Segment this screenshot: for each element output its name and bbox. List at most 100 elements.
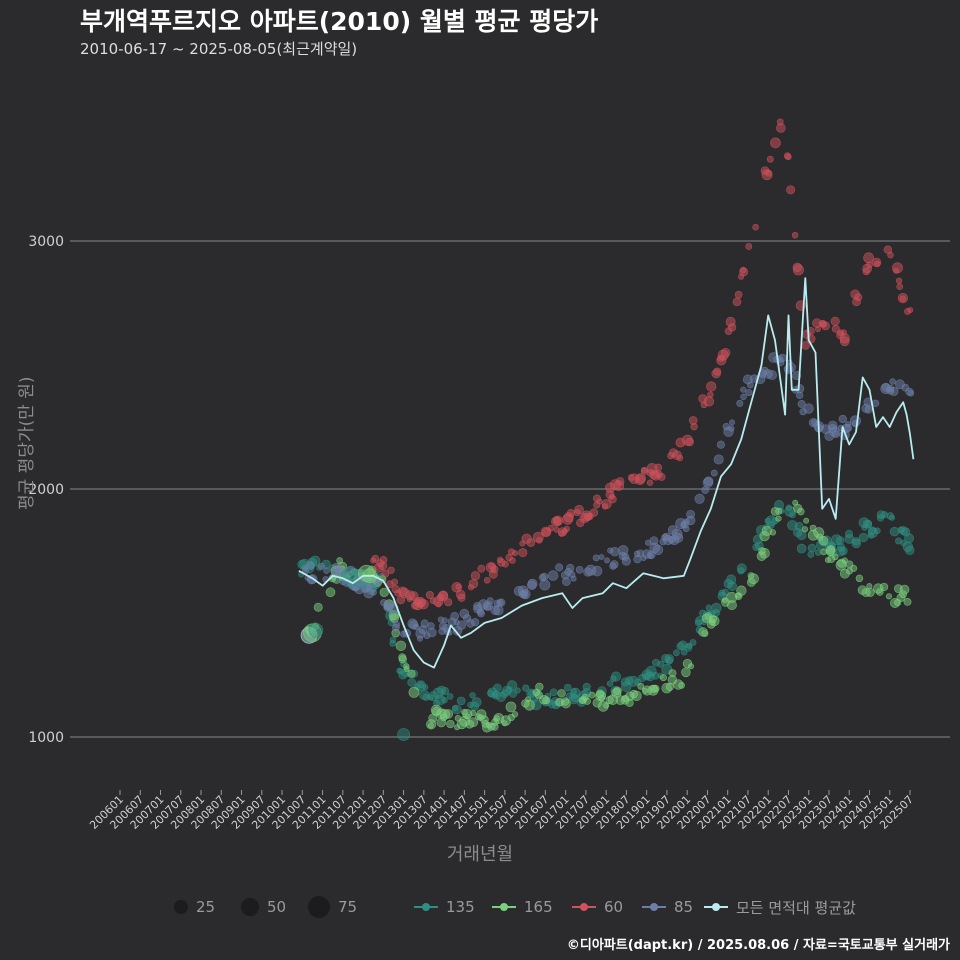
data-point-85	[393, 621, 401, 628]
data-point-85	[889, 386, 899, 396]
data-point-60	[690, 423, 698, 431]
data-point-135	[493, 683, 502, 693]
data-point-165	[443, 709, 454, 719]
grid-layer	[70, 240, 950, 738]
data-point-135	[889, 514, 896, 521]
data-point-135	[836, 543, 846, 552]
data-point-165	[613, 686, 622, 696]
data-point-85	[609, 562, 617, 570]
data-point-165	[480, 715, 489, 724]
data-point-60	[425, 590, 434, 600]
data-point-60	[438, 590, 448, 600]
legend-series-average[interactable]: 모든 면적대 평균값	[704, 894, 856, 920]
data-point-135	[440, 687, 450, 696]
data-point-85	[306, 561, 315, 570]
data-point-135	[469, 692, 476, 699]
data-point-165	[681, 667, 691, 678]
data-point-60	[601, 498, 612, 509]
data-point-60	[752, 223, 759, 231]
data-point-85	[539, 579, 551, 591]
legend-series-85[interactable]: 85	[642, 894, 693, 920]
data-point-60	[654, 470, 663, 479]
data-point-60	[821, 321, 830, 331]
data-point-85	[318, 562, 325, 570]
data-point-85	[797, 399, 806, 408]
data-point-135	[563, 683, 572, 692]
data-point-85	[889, 378, 896, 385]
data-point-cluster	[300, 626, 318, 644]
data-point-85	[745, 389, 753, 397]
source-footer: ©디아파트(dapt.kr) / 2025.08.06 / 자료=국토교통부 실…	[566, 938, 950, 953]
data-point-165	[557, 689, 566, 698]
data-point-60	[770, 137, 781, 149]
data-point-60	[381, 569, 390, 578]
data-point-135	[570, 687, 581, 699]
data-point-165	[866, 583, 873, 590]
data-point-85	[427, 622, 435, 630]
legend-series-label: 135	[446, 898, 475, 916]
data-point-60	[830, 316, 840, 326]
data-point-165	[525, 696, 532, 703]
data-point-165	[775, 515, 782, 522]
data-point-165	[468, 717, 479, 728]
y-tick-label: 1000	[28, 730, 64, 746]
data-point-85	[710, 469, 718, 477]
data-point-165	[464, 713, 471, 720]
data-point-165	[561, 698, 571, 709]
data-point-165	[701, 630, 709, 638]
data-point-60	[839, 336, 850, 347]
scatter-points	[297, 118, 915, 741]
data-point-135	[689, 639, 697, 646]
data-point-60	[739, 267, 749, 277]
data-point-60	[553, 517, 562, 525]
data-point-85	[728, 425, 735, 432]
data-point-165	[470, 709, 477, 716]
data-point-165	[708, 615, 720, 627]
data-point-85	[740, 393, 747, 401]
legend-size-25: 25	[174, 894, 215, 920]
legend-series-165[interactable]: 165	[492, 894, 553, 920]
data-point-85	[610, 546, 620, 557]
size-dot-large	[308, 896, 330, 918]
data-point-60	[854, 293, 863, 302]
data-point-60	[509, 557, 516, 564]
data-point-165	[588, 691, 596, 699]
data-point-135	[814, 549, 822, 556]
data-point-60	[483, 576, 491, 584]
legend-series-135[interactable]: 135	[414, 894, 475, 920]
data-point-135	[441, 696, 448, 704]
data-point-85	[845, 420, 852, 428]
data-point-60	[732, 297, 742, 307]
data-point-60	[547, 524, 555, 532]
data-point-165	[598, 694, 606, 702]
data-point-135	[864, 520, 873, 528]
data-point-135	[549, 688, 558, 697]
data-point-165	[885, 593, 893, 600]
data-point-85	[864, 405, 873, 414]
legend-series-60[interactable]: 60	[572, 894, 623, 920]
data-point-135	[807, 551, 815, 558]
data-point-cluster	[397, 728, 410, 741]
data-point-135	[835, 536, 845, 545]
legend-key-icon	[414, 902, 438, 912]
legend-key-icon	[642, 902, 666, 912]
data-point-165	[379, 587, 389, 597]
data-point-165	[407, 669, 416, 678]
data-point-60	[518, 548, 528, 558]
y-axis-label: 평균 평당가(만 원)	[17, 376, 37, 510]
data-point-60	[863, 252, 874, 264]
data-point-135	[727, 581, 737, 591]
data-point-85	[575, 565, 584, 574]
data-point-165	[403, 663, 410, 670]
data-point-85	[621, 553, 630, 561]
legend-series-label: 모든 면적대 평균값	[736, 898, 856, 917]
data-point-60	[897, 293, 909, 304]
x-axis-label: 거래년월	[446, 844, 514, 865]
data-point-60	[706, 381, 717, 392]
data-point-85	[493, 605, 504, 616]
data-point-60	[566, 509, 576, 518]
average-line	[298, 277, 915, 669]
data-point-135	[721, 588, 729, 597]
data-point-85	[673, 532, 684, 543]
data-point-135	[705, 604, 712, 611]
